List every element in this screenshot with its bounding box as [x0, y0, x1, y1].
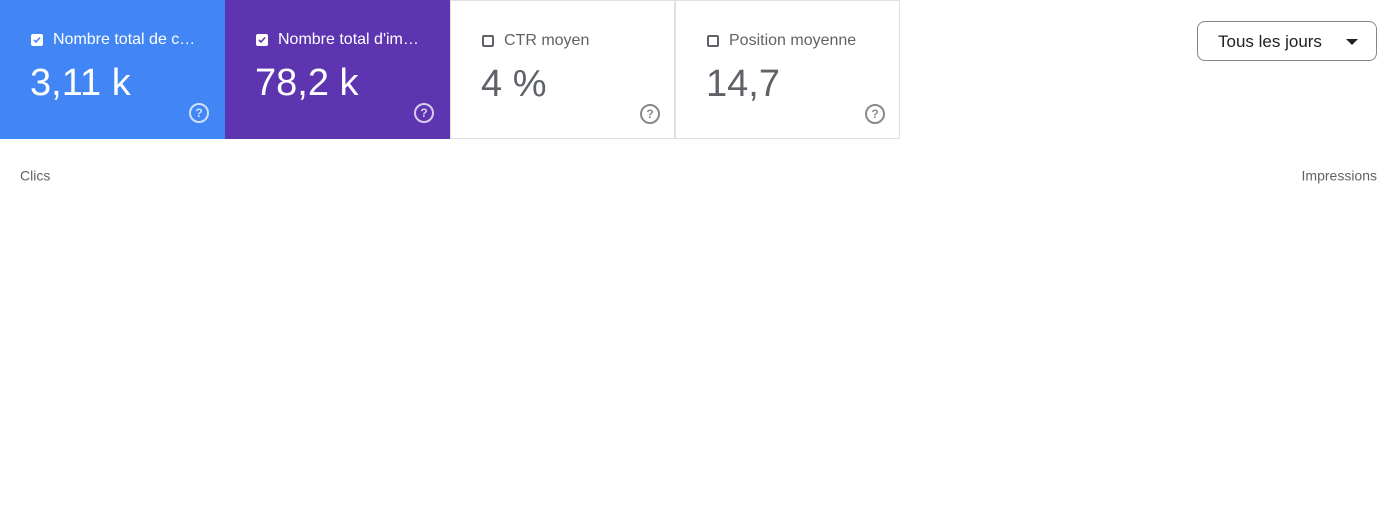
- help-icon[interactable]: ?: [189, 103, 209, 123]
- help-icon[interactable]: ?: [640, 104, 660, 124]
- metric-card[interactable]: Nombre total d'im… 78,2 k?: [225, 0, 450, 139]
- checkbox[interactable]: [256, 34, 268, 46]
- dropdown-label: Tous les jours: [1218, 32, 1322, 51]
- help-icon[interactable]: ?: [414, 103, 434, 123]
- help-icon[interactable]: ?: [865, 104, 885, 124]
- dropdown-arrow: [1346, 39, 1358, 51]
- y2-axis-title: Impressions: [1302, 168, 1377, 184]
- period-dropdown[interactable]: Tous les jours: [1197, 21, 1377, 61]
- metric-card[interactable]: 010203004008001,2 k04/03/202506/04/20250…: [0, 0, 225, 139]
- metric-card[interactable]: CTR moyen 4 %?: [450, 0, 675, 139]
- metric-value: 14,7: [706, 63, 780, 105]
- checkbox[interactable]: [482, 35, 494, 47]
- metric-value: 3,11 k: [30, 62, 131, 104]
- metric-value: 78,2 k: [255, 62, 359, 104]
- metric-label: Position moyenne: [729, 32, 857, 49]
- metric-card[interactable]: Position moyenne 14,7?: [675, 0, 900, 139]
- metric-label: Nombre total de c…: [53, 31, 196, 48]
- checkbox[interactable]: 010203004008001,2 k04/03/202506/04/20250…: [31, 34, 43, 46]
- metric-label: Nombre total d'im…: [278, 31, 419, 48]
- y-axis-title: Clics: [20, 168, 50, 184]
- checkbox[interactable]: [707, 35, 719, 47]
- chart: Clics Impressions: [20, 168, 1377, 184]
- metric-label: CTR moyen: [504, 32, 590, 49]
- metric-value: 4 %: [481, 63, 547, 105]
